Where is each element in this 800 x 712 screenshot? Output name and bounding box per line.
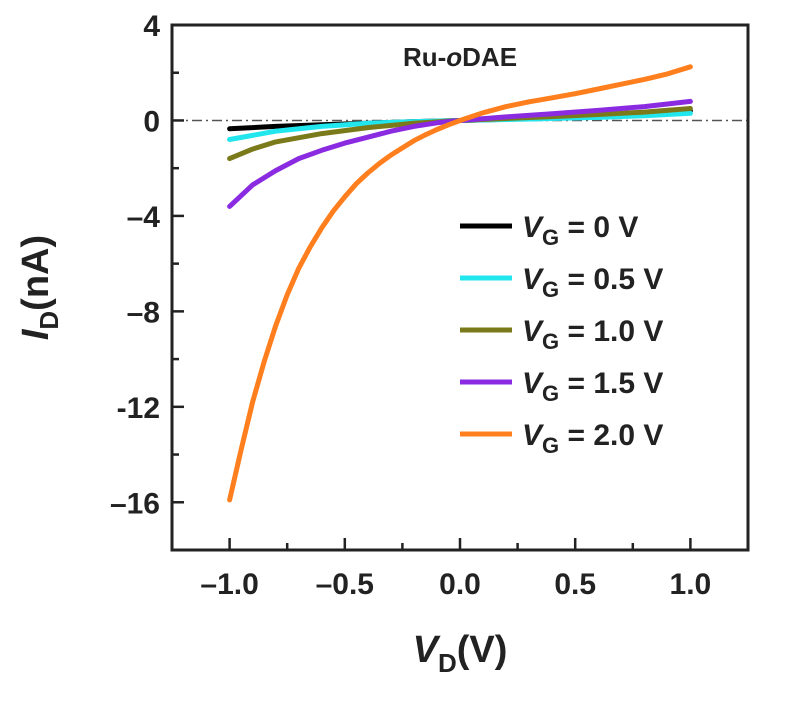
y-tick-label: 0	[143, 105, 160, 138]
y-tick-label: –4	[127, 201, 161, 234]
x-axis-title: VD(V)	[413, 629, 508, 678]
legend-label-3: VG = 1.5 V	[522, 367, 663, 406]
x-tick-label: –1.0	[200, 568, 258, 601]
legend: VG = 0 V VG = 0.5 V VG = 1.0 V VG = 1.5 V VG…	[460, 211, 663, 458]
legend-label-4: VG = 2.0 V	[522, 419, 663, 458]
chart-annotation: Ru-oDAE	[403, 42, 517, 72]
x-tick-label: 1.0	[670, 568, 712, 601]
y-tick-label: –8	[127, 296, 160, 329]
series-line-4	[227, 64, 693, 503]
legend-label-2: VG = 1.0 V	[522, 315, 663, 354]
legend-label-1: VG = 0.5 V	[522, 263, 663, 302]
legend-label-0: VG = 0 V	[522, 211, 638, 250]
x-tick-label: 0.0	[439, 568, 481, 601]
y-tick-label: –16	[110, 487, 160, 520]
x-tick-label: –0.5	[316, 568, 374, 601]
y-tick-label: 4	[143, 10, 160, 43]
x-tick-label: 0.5	[554, 568, 596, 601]
series-line-3	[227, 98, 693, 209]
y-tick-label: -12	[117, 392, 160, 425]
y-axis-title: ID(nA)	[15, 235, 64, 340]
